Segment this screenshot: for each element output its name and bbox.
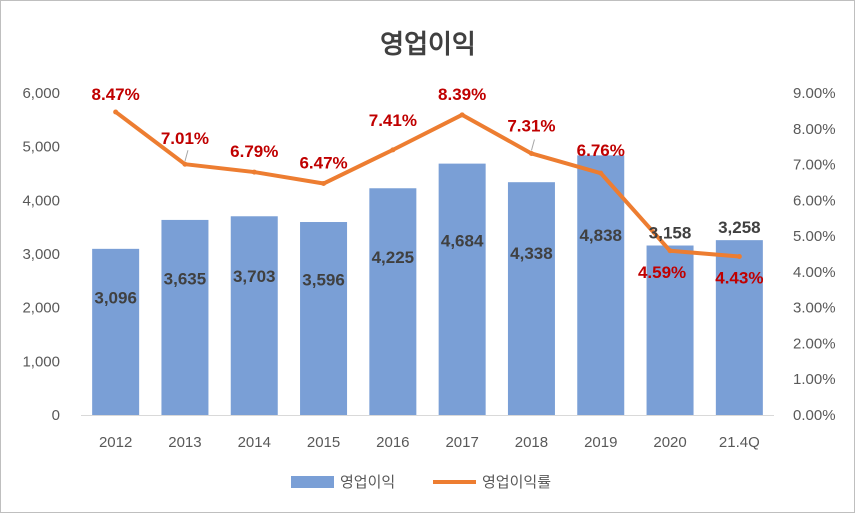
y-right-tick-label: 3.00% — [793, 300, 836, 317]
y-right-tick-label: 6.00% — [793, 192, 836, 209]
bar-data-label: 3,635 — [164, 269, 207, 288]
line-data-label: 7.01% — [161, 129, 209, 148]
bar-series — [92, 155, 763, 416]
line-data-label: 7.31% — [507, 116, 555, 135]
y-right-tick-label: 2.00% — [793, 335, 836, 352]
line-data-label: 8.47% — [92, 85, 140, 104]
line-point — [528, 150, 534, 156]
bar-data-label: 4,838 — [579, 226, 622, 245]
leader-line — [530, 139, 535, 151]
x-tick-label: 2013 — [168, 434, 201, 451]
x-tick-label: 2018 — [515, 434, 548, 451]
bar — [161, 219, 209, 415]
bar-data-label: 4,225 — [372, 248, 415, 267]
bar-data-label: 3,703 — [233, 267, 276, 286]
data-labels: 3,096 3,635 3,703 3,596 4,225 4,684 4,338 4,838… — [92, 85, 764, 308]
line-data-label: 6.79% — [230, 142, 278, 161]
line-point — [736, 254, 742, 260]
leader-line — [184, 150, 189, 162]
line-point — [182, 161, 188, 167]
legend-bar-label: 영업이익 — [340, 473, 395, 491]
y-right-tick-label: 5.00% — [793, 228, 836, 245]
legend-bar-swatch — [291, 476, 334, 488]
y-left-tick-label: 3,000 — [22, 246, 60, 263]
axes: 0 1,000 2,000 3,000 4,000 5,000 6,000 0.00% 1.00… — [22, 85, 835, 451]
line-data-label: 7.41% — [369, 111, 417, 130]
bar — [230, 216, 278, 415]
line-point — [598, 170, 604, 176]
line-point — [321, 181, 327, 187]
bar — [438, 163, 486, 415]
y-right-tick-label: 1.00% — [793, 371, 836, 388]
y-right-tick-label: 8.00% — [793, 121, 836, 138]
line-point — [459, 112, 465, 118]
bar — [507, 182, 555, 415]
x-tick-label: 21.4Q — [719, 434, 760, 451]
y-left-tick-label: 4,000 — [22, 192, 60, 209]
x-tick-label: 2015 — [307, 434, 340, 451]
x-tick-label: 2016 — [376, 434, 409, 451]
line-data-label: 8.39% — [438, 85, 486, 104]
bar-data-label: 4,684 — [441, 232, 484, 251]
y-right-tick-label: 4.00% — [793, 264, 836, 281]
bar — [715, 240, 763, 415]
bar — [92, 248, 140, 415]
y-right-tick-label: 9.00% — [793, 85, 836, 102]
bar-data-label: 3,096 — [94, 289, 137, 308]
bar — [300, 222, 348, 415]
bar-data-label: 3,158 — [649, 224, 692, 243]
y-right-tick-label: 0.00% — [793, 407, 836, 424]
line-series — [113, 109, 742, 260]
y-left-tick-label: 5,000 — [22, 139, 60, 156]
x-tick-label: 2012 — [99, 434, 132, 451]
bar — [577, 155, 625, 416]
y-left-tick-label: 0 — [52, 407, 60, 424]
bar-data-label: 3,596 — [302, 271, 345, 290]
line-path — [113, 109, 742, 259]
chart-title: 영업이익 — [380, 30, 476, 60]
bar — [369, 188, 417, 415]
legend: 영업이익 영업이익률 — [291, 473, 551, 491]
line-data-label: 4.43% — [715, 269, 763, 288]
y-left-tick-label: 6,000 — [22, 85, 60, 102]
line-data-label: 4.59% — [638, 263, 686, 282]
legend-line-label: 영업이익률 — [482, 473, 551, 491]
line-data-label: 6.76% — [577, 141, 625, 160]
x-tick-label: 2019 — [584, 434, 617, 451]
y-left-tick-label: 1,000 — [22, 353, 60, 370]
line-point — [667, 248, 673, 254]
y-right-tick-label: 7.00% — [793, 157, 836, 174]
bar-data-label: 4,338 — [510, 244, 553, 263]
line-data-label: 6.47% — [299, 154, 347, 173]
line-point — [251, 169, 257, 175]
bar — [646, 245, 694, 415]
x-tick-label: 2020 — [653, 434, 686, 451]
x-tick-label: 2017 — [445, 434, 478, 451]
line-point — [113, 109, 119, 115]
y-left-tick-label: 2,000 — [22, 300, 60, 317]
line-point — [390, 147, 396, 153]
bar-data-label: 3,258 — [718, 218, 761, 237]
x-tick-label: 2014 — [238, 434, 271, 451]
